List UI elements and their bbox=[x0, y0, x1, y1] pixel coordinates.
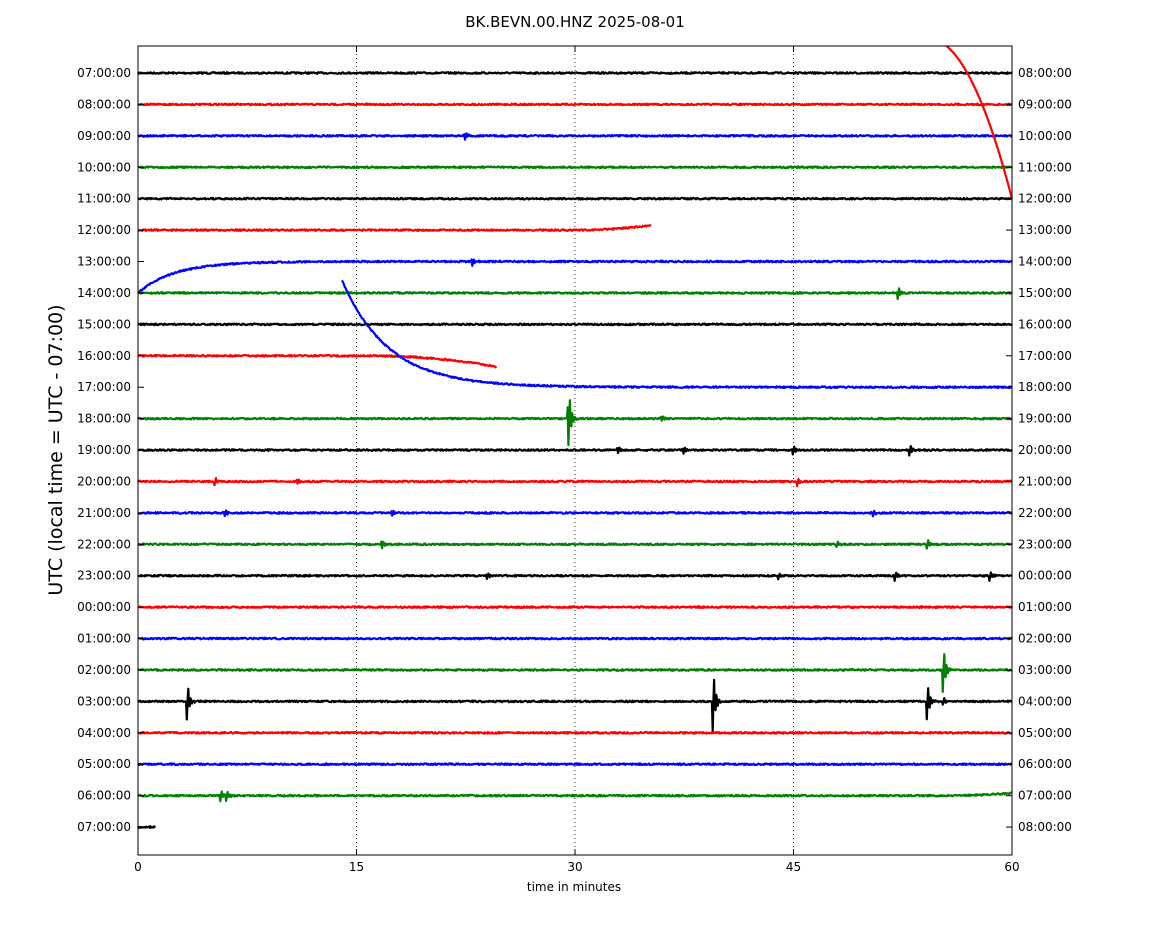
trace-row bbox=[137, 445, 1013, 457]
trace-row bbox=[137, 636, 1013, 641]
chart-title: BK.BEVN.00.HNZ 2025-08-01 bbox=[465, 13, 685, 31]
y-tick-label-right: 02:00:00 bbox=[1018, 632, 1072, 646]
y-tick-label-right: 11:00:00 bbox=[1018, 160, 1072, 174]
y-tick-label-right: 18:00:00 bbox=[1018, 380, 1072, 394]
trace-row bbox=[137, 509, 1013, 518]
trace-row bbox=[137, 678, 1013, 733]
trace-row bbox=[137, 477, 1013, 488]
y-tick-label-right: 06:00:00 bbox=[1018, 757, 1072, 771]
trace-row bbox=[137, 605, 1013, 610]
y-axis-label: UTC (local time = UTC - 07:00) bbox=[45, 304, 67, 595]
y-tick-label-right: 08:00:00 bbox=[1018, 66, 1072, 80]
y-tick-label-left: 09:00:00 bbox=[77, 129, 131, 143]
y-tick-label-left: 15:00:00 bbox=[77, 317, 131, 331]
trace-row bbox=[137, 102, 1013, 107]
y-tick-label-left: 08:00:00 bbox=[77, 97, 131, 111]
y-tick-label-left: 21:00:00 bbox=[77, 506, 131, 520]
x-tick-label: 0 bbox=[134, 860, 142, 874]
y-tick-label-right: 10:00:00 bbox=[1018, 129, 1072, 143]
trace-row bbox=[137, 571, 1013, 582]
trace-row bbox=[137, 762, 1013, 767]
trace-row bbox=[137, 539, 1013, 550]
trace-row bbox=[137, 790, 1013, 803]
y-tick-label-right: 15:00:00 bbox=[1018, 286, 1072, 300]
y-tick-label-right: 04:00:00 bbox=[1018, 694, 1072, 708]
trace-row bbox=[340, 279, 1013, 390]
x-tick-label: 30 bbox=[567, 860, 582, 874]
trace-row bbox=[137, 730, 1013, 735]
y-tick-label-right: 05:00:00 bbox=[1018, 726, 1072, 740]
y-tick-label-left: 06:00:00 bbox=[77, 789, 131, 803]
trace-curve bbox=[945, 45, 1014, 199]
y-tick-label-left: 17:00:00 bbox=[77, 380, 131, 394]
y-tick-label-right: 03:00:00 bbox=[1018, 663, 1072, 677]
x-tick-label: 45 bbox=[786, 860, 801, 874]
axes: 07:00:00 08:00:00 08:00:00 09:00:00 09:00:00… bbox=[77, 45, 1072, 874]
trace-row bbox=[137, 224, 652, 232]
y-tick-label-left: 00:00:00 bbox=[77, 600, 131, 614]
y-tick-label-left: 13:00:00 bbox=[77, 255, 131, 269]
y-tick-label-right: 17:00:00 bbox=[1018, 349, 1072, 363]
trace-row bbox=[137, 399, 1013, 447]
y-tick-label-left: 04:00:00 bbox=[77, 726, 131, 740]
trace-row bbox=[137, 165, 1013, 170]
trace-row bbox=[137, 353, 498, 369]
y-tick-label-left: 14:00:00 bbox=[77, 286, 131, 300]
y-tick-label-left: 16:00:00 bbox=[77, 349, 131, 363]
trace-row bbox=[137, 653, 1013, 694]
y-tick-label-left: 07:00:00 bbox=[77, 820, 131, 834]
y-tick-label-left: 22:00:00 bbox=[77, 537, 131, 551]
y-tick-label-left: 07:00:00 bbox=[77, 66, 131, 80]
y-tick-label-right: 07:00:00 bbox=[1018, 789, 1072, 803]
y-tick-label-left: 05:00:00 bbox=[77, 757, 131, 771]
y-tick-label-left: 12:00:00 bbox=[77, 223, 131, 237]
trace-row bbox=[137, 71, 1013, 75]
trace-row bbox=[137, 322, 1013, 327]
y-tick-label-right: 09:00:00 bbox=[1018, 97, 1072, 111]
trace-row bbox=[137, 287, 1013, 301]
y-tick-label-left: 20:00:00 bbox=[77, 474, 131, 488]
y-tick-label-right: 23:00:00 bbox=[1018, 537, 1072, 551]
traces bbox=[136, 45, 1014, 830]
trace-row bbox=[137, 196, 1013, 201]
trace-row bbox=[137, 132, 1013, 141]
y-tick-label-right: 16:00:00 bbox=[1018, 317, 1072, 331]
y-tick-label-left: 19:00:00 bbox=[77, 443, 131, 457]
y-tick-label-right: 19:00:00 bbox=[1018, 412, 1072, 426]
y-tick-label-right: 01:00:00 bbox=[1018, 600, 1072, 614]
trace-row bbox=[137, 258, 1013, 294]
y-tick-label-right: 20:00:00 bbox=[1018, 443, 1072, 457]
y-tick-label-left: 10:00:00 bbox=[77, 160, 131, 174]
y-tick-label-right: 22:00:00 bbox=[1018, 506, 1072, 520]
y-tick-label-right: 21:00:00 bbox=[1018, 474, 1072, 488]
x-axis-label: time in minutes bbox=[527, 880, 621, 894]
y-tick-label-right: 14:00:00 bbox=[1018, 255, 1072, 269]
y-tick-label-left: 01:00:00 bbox=[77, 632, 131, 646]
y-tick-label-left: 03:00:00 bbox=[77, 694, 131, 708]
y-tick-label-right: 12:00:00 bbox=[1018, 192, 1072, 206]
y-tick-label-right: 13:00:00 bbox=[1018, 223, 1072, 237]
y-tick-label-left: 02:00:00 bbox=[77, 663, 131, 677]
x-tick-label: 15 bbox=[349, 860, 364, 874]
y-tick-label-left: 23:00:00 bbox=[77, 569, 131, 583]
y-tick-label-left: 18:00:00 bbox=[77, 412, 131, 426]
y-tick-label-right: 00:00:00 bbox=[1018, 569, 1072, 583]
y-tick-label-left: 11:00:00 bbox=[77, 192, 131, 206]
x-tick-label: 60 bbox=[1004, 860, 1019, 874]
y-tick-label-right: 08:00:00 bbox=[1018, 820, 1072, 834]
